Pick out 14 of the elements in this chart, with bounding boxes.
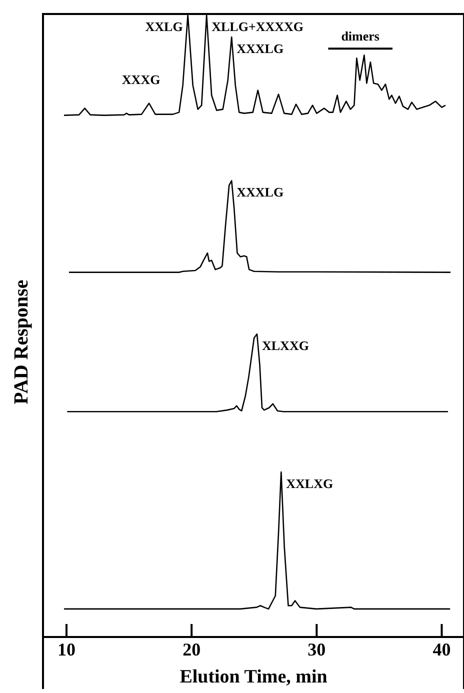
annotation: XXLXG xyxy=(286,476,334,491)
x-tick-label: 40 xyxy=(432,639,451,660)
annotation: XXLG xyxy=(145,18,183,34)
annotation: XXXG xyxy=(122,72,160,88)
x-axis-title: Elution Time, min xyxy=(180,666,328,688)
annotation: XLXXG xyxy=(262,338,309,353)
annotation: XXXLG xyxy=(236,40,284,56)
x-tick-label: 30 xyxy=(308,639,326,660)
x-tick-label: 10 xyxy=(58,639,76,660)
annotation: XLLG+XXXXG xyxy=(212,18,304,34)
x-tick-label: 20 xyxy=(182,639,201,660)
annotation: XXXLG xyxy=(236,184,284,200)
annotation: dimers xyxy=(341,28,380,44)
y-axis-title: PAD Response xyxy=(10,280,34,404)
